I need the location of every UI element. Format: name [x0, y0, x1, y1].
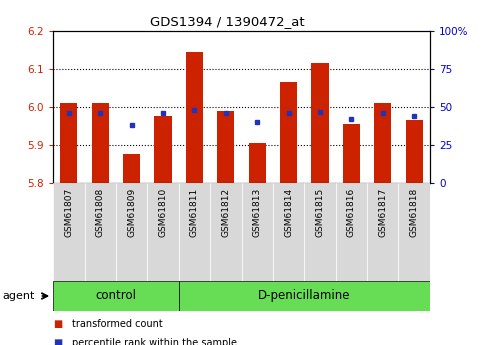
Text: GSM61818: GSM61818: [410, 188, 419, 237]
Bar: [92, 103, 109, 183]
Bar: [343, 124, 360, 183]
Text: percentile rank within the sample: percentile rank within the sample: [72, 338, 238, 345]
Bar: [186, 52, 203, 183]
Bar: [249, 143, 266, 183]
Text: GSM61816: GSM61816: [347, 188, 356, 237]
Bar: [85, 183, 116, 281]
Bar: [210, 183, 242, 281]
Text: GSM61807: GSM61807: [64, 188, 73, 237]
Text: control: control: [96, 289, 136, 302]
Bar: [53, 183, 85, 281]
Text: GSM61813: GSM61813: [253, 188, 262, 237]
Text: GSM61812: GSM61812: [221, 188, 230, 237]
Bar: [280, 82, 297, 183]
Bar: [304, 183, 336, 281]
Bar: [123, 154, 140, 183]
Text: GSM61808: GSM61808: [96, 188, 105, 237]
Text: GSM61815: GSM61815: [315, 188, 325, 237]
Bar: [367, 183, 398, 281]
Bar: [53, 281, 179, 310]
Bar: [217, 111, 234, 183]
Text: ■: ■: [53, 319, 62, 329]
Text: GSM61814: GSM61814: [284, 188, 293, 237]
Text: GSM61810: GSM61810: [158, 188, 168, 237]
Bar: [273, 183, 304, 281]
Text: ■: ■: [53, 338, 62, 345]
Bar: [60, 103, 77, 183]
Bar: [116, 183, 147, 281]
Bar: [374, 103, 391, 183]
Text: GDS1394 / 1390472_at: GDS1394 / 1390472_at: [150, 16, 304, 29]
Bar: [312, 63, 328, 183]
Text: GSM61811: GSM61811: [190, 188, 199, 237]
Bar: [336, 183, 367, 281]
Bar: [147, 183, 179, 281]
Text: D-penicillamine: D-penicillamine: [258, 289, 351, 302]
Text: GSM61817: GSM61817: [378, 188, 387, 237]
Bar: [179, 281, 430, 310]
Bar: [242, 183, 273, 281]
Text: transformed count: transformed count: [72, 319, 163, 329]
Text: agent: agent: [2, 291, 35, 301]
Bar: [155, 117, 171, 183]
Text: GSM61809: GSM61809: [127, 188, 136, 237]
Bar: [406, 120, 423, 183]
Bar: [398, 183, 430, 281]
Bar: [179, 183, 210, 281]
